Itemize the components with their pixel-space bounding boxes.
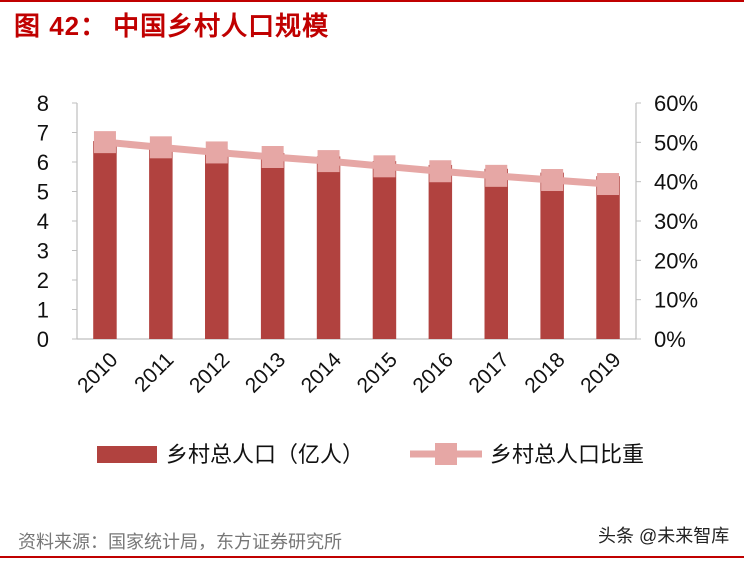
bar [484,168,508,339]
legend-label-bar: 乡村总人口（亿人） [166,442,364,467]
left-tick-label: 3 [37,239,49,264]
left-tick-label: 8 [37,91,49,116]
legend-label-line: 乡村总人口比重 [490,442,644,467]
line-point [93,131,116,154]
line-point [485,164,508,187]
line-point [261,146,284,169]
x-tick-label: 2013 [241,348,290,397]
bar [205,149,229,339]
x-tick-label: 2015 [353,348,402,397]
x-tick-label: 2011 [130,348,178,396]
figure-title-text: 中国乡村人口规模 [113,11,330,41]
x-tick-label: 2016 [409,348,458,397]
right-tick-label: 60% [654,91,698,116]
x-tick-label: 2019 [576,348,625,397]
watermark: 头条 @未来智库 [598,522,730,548]
bar-series [93,141,620,339]
left-tick-label: 7 [37,121,49,146]
bar [260,153,285,339]
bar [316,156,341,339]
line-point [541,169,564,192]
legend-swatch-bar [97,446,157,463]
x-tick-label: 2014 [297,348,347,398]
x-tick-label: 2018 [520,348,569,397]
left-tick-label: 4 [37,209,49,234]
line-point [149,136,172,159]
right-tick-label: 50% [654,130,698,155]
bar [372,161,397,339]
line-series [93,131,620,196]
source-note: 资料来源：国家统计局，东方证券研究所 [18,532,342,552]
right-tick-label: 0% [654,327,686,352]
line-path [104,138,609,188]
line-point [317,150,340,173]
bottom-rule [0,556,744,558]
left-tick-label: 0 [37,327,49,352]
line-point [373,155,396,178]
x-tick-label: 2017 [464,348,513,397]
figure-label: 图 42： [14,11,108,41]
left-tick-label: 1 [37,298,49,323]
right-tick-label: 20% [654,248,698,273]
right-tick-label: 30% [654,209,698,234]
figure-title: 图 42： 中国乡村人口规模 [14,6,329,43]
line-point [429,160,452,183]
x-tick-label: 2010 [73,348,122,397]
line-point [205,141,228,164]
bar [596,176,620,339]
legend: 乡村总人口（亿人） 乡村总人口比重 [97,442,644,467]
left-tick-label: 5 [37,180,49,205]
bar [540,172,564,339]
left-tick-label: 6 [37,150,49,175]
line-point [597,173,620,196]
x-tick-label: 2012 [185,348,234,397]
legend-swatch-marker [435,443,457,465]
bar [93,141,117,339]
right-tick-label: 40% [654,170,698,195]
top-rule [0,0,744,2]
left-tick-label: 2 [37,268,49,293]
bar [149,145,173,339]
right-tick-label: 10% [654,288,698,313]
bar [428,164,453,339]
